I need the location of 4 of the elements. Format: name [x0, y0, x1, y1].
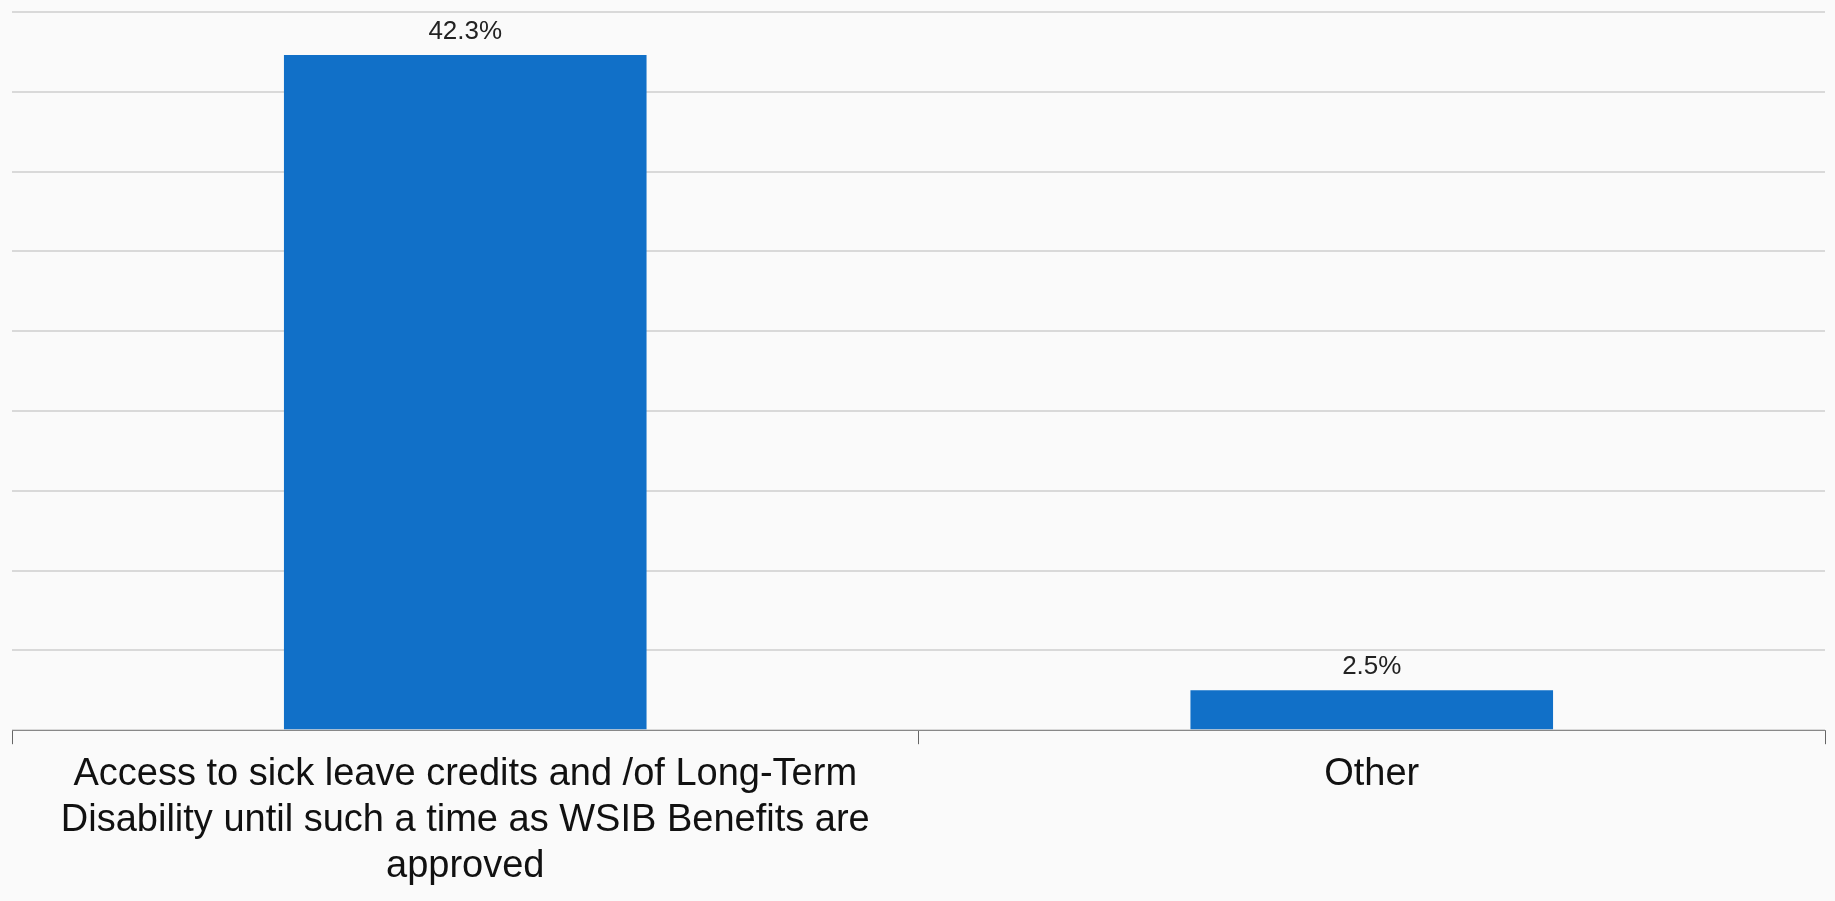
x-tick-label: Other: [1324, 751, 1420, 794]
data-label: 42.3%: [428, 15, 503, 46]
x-tick-label: Access to sick leave credits and /of Long-Term Disability until such a time as WSIB Benefits are approved: [60, 751, 870, 885]
data-label: 2.5%: [1342, 650, 1402, 681]
